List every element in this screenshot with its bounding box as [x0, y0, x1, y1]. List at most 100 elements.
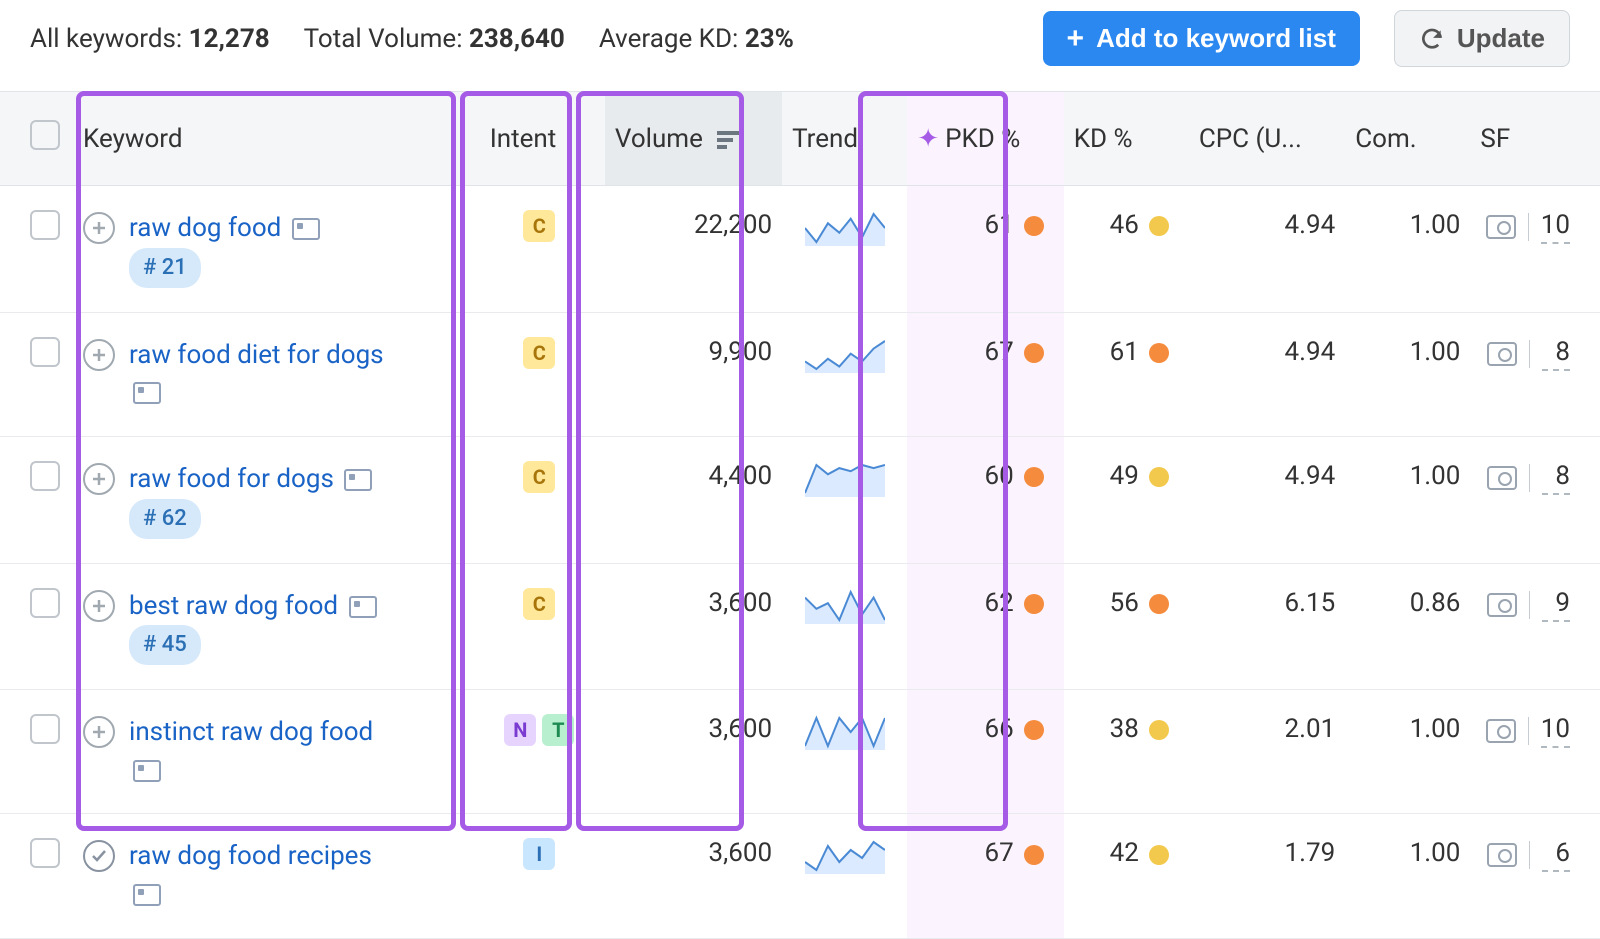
kd-dot-icon	[1149, 845, 1169, 865]
pkd-dot-icon	[1024, 216, 1044, 236]
serp-features-icon[interactable]	[1487, 593, 1517, 617]
total-volume-stat: Total Volume: 238,640	[304, 24, 565, 54]
serp-features-icon[interactable]	[1487, 466, 1517, 490]
sparkle-icon: ✦	[917, 124, 939, 154]
table-header-row: Keyword Intent Volume Trend ✦PKD % KD % …	[0, 92, 1600, 186]
keyword-link[interactable]: raw dog food # 21	[129, 210, 389, 288]
th-com[interactable]: Com.	[1345, 92, 1470, 186]
pkd-cell: 60	[907, 436, 1063, 563]
keyword-link[interactable]: raw food for dogs # 62	[129, 461, 389, 539]
rank-pill: # 62	[129, 499, 201, 539]
cpc-cell: 1.79	[1189, 814, 1345, 938]
keyword-link[interactable]: raw dog food recipes	[129, 838, 389, 913]
com-cell: 0.86	[1345, 563, 1470, 690]
pkd-cell: 66	[907, 690, 1063, 814]
serp-snapshot-icon[interactable]	[133, 760, 161, 782]
trend-sparkline	[805, 588, 885, 624]
table-row: raw dog food # 21 C 22,200 61 46 4.94 1.…	[0, 186, 1600, 313]
expand-row-button[interactable]	[83, 463, 115, 495]
volume-cell: 22,200	[605, 186, 782, 313]
serp-features-icon[interactable]	[1486, 215, 1516, 239]
pkd-cell: 67	[907, 312, 1063, 436]
serp-snapshot-icon[interactable]	[133, 884, 161, 906]
row-checkbox[interactable]	[30, 838, 60, 868]
com-cell: 1.00	[1345, 814, 1470, 938]
expand-row-button[interactable]	[83, 212, 115, 244]
th-intent[interactable]: Intent	[480, 92, 605, 186]
serp-snapshot-icon[interactable]	[349, 596, 377, 618]
th-volume-label: Volume	[615, 124, 703, 154]
serp-features-icon[interactable]	[1487, 843, 1517, 867]
cpc-cell: 4.94	[1189, 312, 1345, 436]
row-checkbox[interactable]	[30, 461, 60, 491]
update-button-label: Update	[1457, 23, 1545, 54]
kd-dot-icon	[1149, 720, 1169, 740]
sf-cell: 9	[1480, 588, 1570, 622]
th-sf[interactable]: SF	[1470, 92, 1600, 186]
trend-cell	[782, 312, 907, 436]
select-all-checkbox[interactable]	[30, 120, 60, 150]
kd-dot-icon	[1149, 343, 1169, 363]
th-cpc-label: CPC (U...	[1199, 124, 1302, 154]
th-intent-label: Intent	[490, 124, 557, 154]
trend-cell	[782, 563, 907, 690]
table-body: raw dog food # 21 C 22,200 61 46 4.94 1.…	[0, 186, 1600, 939]
expand-row-button[interactable]	[83, 590, 115, 622]
kd-cell: 38	[1064, 690, 1189, 814]
th-kd-label: KD %	[1074, 124, 1133, 154]
intent-badge-c: C	[523, 588, 555, 620]
cpc-cell: 4.94	[1189, 186, 1345, 313]
serp-snapshot-icon[interactable]	[133, 382, 161, 404]
th-pkd-label: PKD %	[945, 124, 1020, 154]
sf-cell: 8	[1480, 337, 1570, 371]
trend-sparkline	[805, 337, 885, 373]
row-checkbox[interactable]	[30, 210, 60, 240]
th-pkd[interactable]: ✦PKD %	[907, 92, 1063, 186]
trend-cell	[782, 186, 907, 313]
sf-cell: 6	[1480, 838, 1570, 872]
pkd-dot-icon	[1024, 467, 1044, 487]
th-volume[interactable]: Volume	[605, 92, 782, 186]
intent-badge-t: T	[542, 714, 574, 746]
table-wrap: Keyword Intent Volume Trend ✦PKD % KD % …	[0, 91, 1600, 939]
th-trend-label: Trend	[792, 124, 858, 154]
all-keywords-label: All keywords:	[30, 24, 182, 54]
th-sf-label: SF	[1480, 124, 1510, 154]
trend-cell	[782, 690, 907, 814]
row-checkbox[interactable]	[30, 714, 60, 744]
avg-kd-label: Average KD:	[599, 24, 739, 54]
th-checkbox	[0, 92, 73, 186]
add-to-keyword-list-button[interactable]: + Add to keyword list	[1043, 11, 1360, 66]
keyword-link[interactable]: best raw dog food # 45	[129, 588, 389, 666]
th-keyword[interactable]: Keyword	[73, 92, 480, 186]
expand-row-button[interactable]	[83, 840, 115, 872]
serp-features-icon[interactable]	[1487, 342, 1517, 366]
cpc-cell: 2.01	[1189, 690, 1345, 814]
row-checkbox[interactable]	[30, 588, 60, 618]
intent-badge-c: C	[523, 337, 555, 369]
th-kd[interactable]: KD %	[1064, 92, 1189, 186]
avg-kd-stat: Average KD: 23%	[599, 24, 794, 54]
pkd-dot-icon	[1024, 343, 1044, 363]
expand-row-button[interactable]	[83, 339, 115, 371]
table-row: best raw dog food # 45 C 3,600 62 56 6.1…	[0, 563, 1600, 690]
update-button[interactable]: Update	[1394, 10, 1570, 67]
th-cpc[interactable]: CPC (U...	[1189, 92, 1345, 186]
th-trend[interactable]: Trend	[782, 92, 907, 186]
trend-sparkline	[805, 210, 885, 246]
table-row: raw food for dogs # 62 C 4,400 60 49 4.9…	[0, 436, 1600, 563]
sf-count: 8	[1542, 461, 1570, 495]
keywords-table: Keyword Intent Volume Trend ✦PKD % KD % …	[0, 91, 1600, 939]
keyword-link[interactable]: instinct raw dog food	[129, 714, 389, 789]
serp-features-icon[interactable]	[1486, 719, 1516, 743]
keyword-link[interactable]: raw food diet for dogs	[129, 337, 389, 412]
volume-cell: 9,900	[605, 312, 782, 436]
serp-snapshot-icon[interactable]	[344, 469, 372, 491]
serp-snapshot-icon[interactable]	[292, 218, 320, 240]
plus-icon: +	[1067, 24, 1085, 54]
total-volume-value: 238,640	[469, 24, 565, 54]
sf-count: 10	[1541, 714, 1570, 748]
volume-cell: 3,600	[605, 690, 782, 814]
row-checkbox[interactable]	[30, 337, 60, 367]
expand-row-button[interactable]	[83, 716, 115, 748]
